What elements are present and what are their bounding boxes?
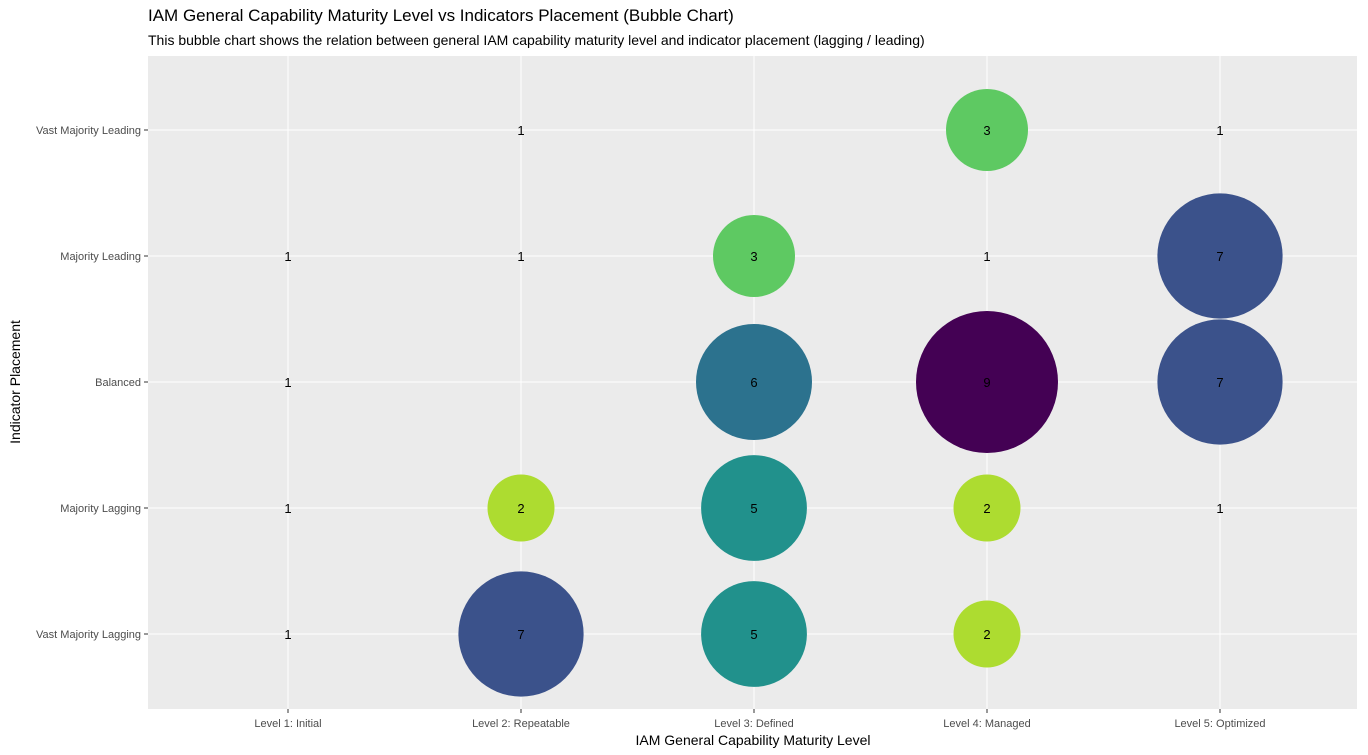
bubble-count-label: 6 xyxy=(750,375,757,390)
x-tick-label: Level 5: Optimized xyxy=(1174,718,1265,730)
bubble-count-label: 1 xyxy=(284,249,291,264)
x-tick-label: Level 3: Defined xyxy=(714,718,794,730)
bubble-count-label: 7 xyxy=(517,627,524,642)
bubble-count-label: 9 xyxy=(983,375,990,390)
bubble-count-label: 7 xyxy=(1216,375,1223,390)
bubble xyxy=(701,581,807,687)
bubble-count-label: 1 xyxy=(517,123,524,138)
x-tick-label: Level 1: Initial xyxy=(254,718,321,730)
y-tick-label: Balanced xyxy=(95,377,141,389)
bubble-count-label: 1 xyxy=(284,375,291,390)
bubble-count-label: 2 xyxy=(983,501,990,516)
bubble-count-label: 1 xyxy=(517,249,524,264)
bubble-count-label: 1 xyxy=(284,501,291,516)
y-tick-label: Vast Majority Lagging xyxy=(36,629,141,641)
y-axis-title: Indicator Placement xyxy=(7,320,23,444)
bubble-count-label: 1 xyxy=(1216,501,1223,516)
bubble-count-label: 5 xyxy=(750,627,757,642)
bubble-count-label: 1 xyxy=(983,249,990,264)
bubble-count-label: 3 xyxy=(983,123,990,138)
bubble xyxy=(696,324,812,440)
bubble-count-label: 3 xyxy=(750,249,757,264)
y-tick-label: Majority Leading xyxy=(60,251,141,263)
bubble xyxy=(946,89,1028,171)
x-axis-title: IAM General Capability Maturity Level xyxy=(636,732,871,748)
bubble xyxy=(458,571,584,697)
bubble-count-label: 2 xyxy=(517,501,524,516)
y-axis-ticks: Vast Majority Lagging Majority Lagging Bal… xyxy=(36,125,148,641)
x-tick-label: Level 4: Managed xyxy=(943,718,1030,730)
x-tick-label: Level 2: Repeatable xyxy=(472,718,570,730)
bubble xyxy=(916,311,1058,453)
bubble xyxy=(953,600,1021,668)
chart-subtitle: This bubble chart shows the relation bet… xyxy=(148,32,925,48)
bubble xyxy=(953,474,1021,542)
bubble xyxy=(1157,319,1283,445)
bubble-count-label: 2 xyxy=(983,627,990,642)
bubble-count-label: 7 xyxy=(1216,249,1223,264)
bubble-count-label: 1 xyxy=(284,627,291,642)
y-tick-label: Vast Majority Leading xyxy=(36,125,141,137)
chart-title: IAM General Capability Maturity Level vs… xyxy=(148,6,734,25)
bubbles: 1 1 1 1 7 2 1 1 5 5 6 3 2 2 9 1 3 1 7 7 1 xyxy=(284,89,1283,697)
bubble xyxy=(1157,193,1283,319)
bubble xyxy=(713,215,795,297)
y-tick-label: Majority Lagging xyxy=(60,503,141,515)
bubble xyxy=(487,474,555,542)
bubble-count-label: 1 xyxy=(1216,123,1223,138)
x-axis-ticks: Level 1: Initial Level 2: Repeatable Level… xyxy=(254,709,1266,730)
bubble xyxy=(701,455,807,561)
bubble-count-label: 5 xyxy=(750,501,757,516)
